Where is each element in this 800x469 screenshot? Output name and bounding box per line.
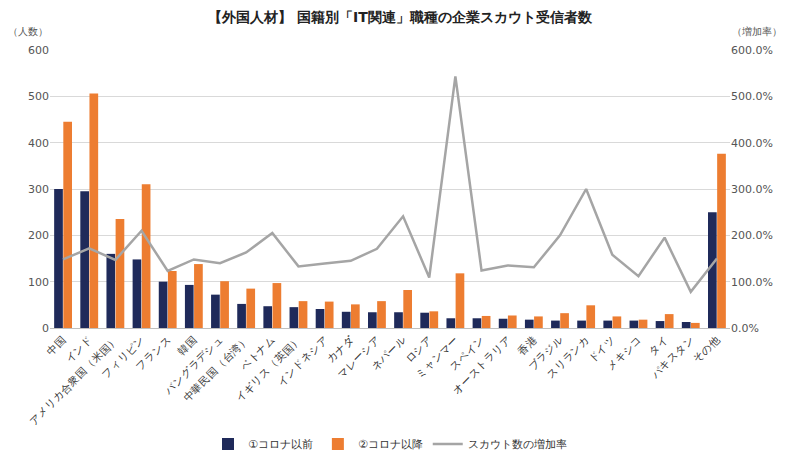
svg-text:500: 500 [28, 90, 49, 103]
svg-text:オーストラリア: オーストラリア [450, 333, 513, 396]
svg-text:ミャンマー: ミャンマー [413, 333, 460, 380]
svg-text:香港: 香港 [515, 333, 539, 357]
svg-text:200: 200 [28, 229, 49, 242]
svg-text:400: 400 [28, 137, 49, 150]
svg-text:②コロナ以降: ②コロナ以降 [358, 438, 423, 451]
svg-text:バングラデシュ: バングラデシュ [161, 333, 225, 397]
svg-text:マレーシア: マレーシア [335, 333, 382, 380]
svg-text:カナダ: カナダ [324, 332, 357, 365]
svg-text:100: 100 [28, 276, 49, 289]
svg-text:中華民国（台湾）: 中華民国（台湾） [181, 333, 252, 404]
svg-text:韓国: 韓国 [175, 333, 199, 357]
svg-text:ネパール: ネパール [369, 333, 409, 373]
svg-text:中国: 中国 [44, 333, 68, 357]
svg-text:【外国人材】 国籍別「IT関連」職種の企業スカウト受信者数: 【外国人材】 国籍別「IT関連」職種の企業スカウト受信者数 [208, 9, 593, 25]
svg-text:ドイツ: ドイツ [586, 333, 618, 365]
svg-text:500.0%: 500.0% [731, 90, 773, 103]
svg-text:0.0%: 0.0% [731, 322, 759, 335]
svg-text:フィリピン: フィリピン [99, 333, 146, 380]
svg-text:100.0%: 100.0% [731, 276, 773, 289]
svg-text:パキスタン: パキスタン [648, 333, 696, 381]
svg-text:600: 600 [28, 44, 49, 57]
svg-text:400.0%: 400.0% [731, 137, 773, 150]
svg-text:タイ: タイ [646, 333, 670, 357]
svg-text:①コロナ以前: ①コロナ以前 [248, 438, 313, 451]
svg-text:（増加率）: （増加率） [732, 26, 782, 37]
svg-text:300: 300 [28, 183, 49, 196]
svg-text:インドネシア: インドネシア [275, 333, 330, 388]
svg-text:スカウト数の増加率: スカウト数の増加率 [468, 438, 567, 451]
svg-text:イギリス（英国）: イギリス（英国） [233, 333, 304, 404]
svg-text:その他: その他 [690, 333, 722, 365]
svg-text:600.0%: 600.0% [731, 44, 773, 57]
svg-text:（人数）: （人数） [8, 26, 48, 37]
svg-text:ブラジル: ブラジル [526, 333, 566, 373]
svg-text:アメリカ合衆国（米国）: アメリカ合衆国（米国） [26, 333, 120, 427]
svg-text:300.0%: 300.0% [731, 183, 773, 196]
svg-text:ロシア: ロシア [403, 333, 435, 365]
svg-text:0: 0 [42, 322, 49, 335]
svg-text:ベトナム: ベトナム [238, 333, 278, 373]
svg-text:スリランカ: スリランカ [544, 333, 591, 380]
svg-text:スペイン: スペイン [447, 333, 487, 373]
svg-text:フランス: フランス [133, 333, 173, 373]
svg-text:インド: インド [63, 333, 95, 365]
svg-text:メキシコ: メキシコ [604, 333, 644, 373]
svg-text:200.0%: 200.0% [731, 229, 773, 242]
